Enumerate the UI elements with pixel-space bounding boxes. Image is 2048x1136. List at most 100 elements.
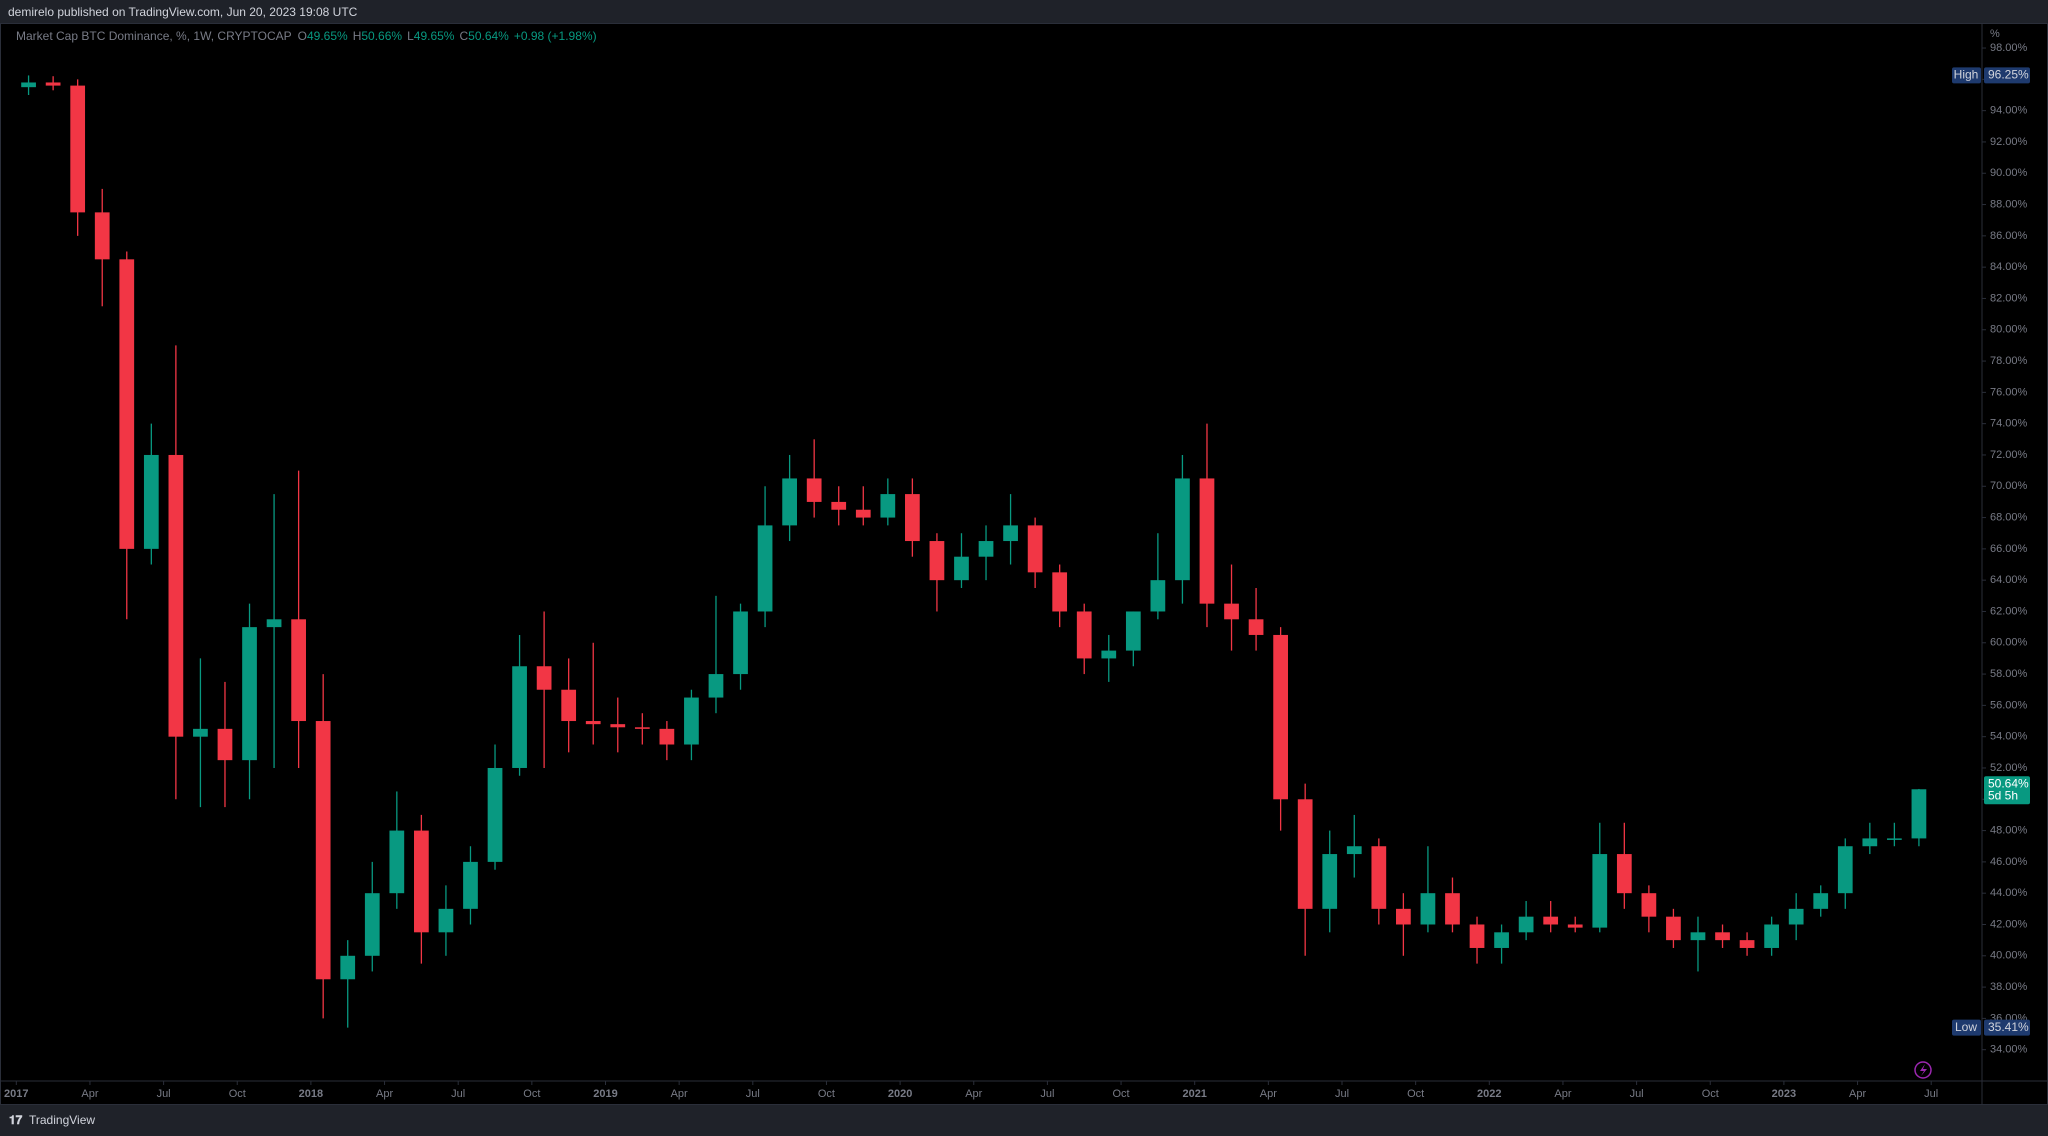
alert-bolt (1920, 1064, 1927, 1076)
candle-body (536, 666, 552, 690)
candle-body (1911, 789, 1927, 839)
low_marker-value: 35.41% (1988, 1020, 2029, 1034)
candle-body (340, 955, 356, 980)
candle-body (880, 494, 896, 518)
y-tick-label: 86.00% (1990, 230, 2028, 242)
last-price: 50.64% (1988, 776, 2029, 790)
y-tick-label: 44.00% (1990, 887, 2028, 899)
y-tick-label: 54.00% (1990, 731, 2028, 743)
x-tick-label: 2019 (593, 1088, 617, 1100)
x-tick-label: Jul (157, 1088, 171, 1100)
high_marker-value-bg (1984, 67, 2030, 84)
footer-bar (0, 1105, 2048, 1136)
y-unit: % (1990, 28, 2000, 40)
x-tick-label: Apr (81, 1088, 98, 1100)
candle-body (561, 689, 577, 722)
candle-body (1224, 603, 1239, 620)
last-price-bg (1984, 776, 2030, 805)
candle-body (1813, 893, 1829, 909)
candle-body (512, 666, 527, 768)
x-tick-label: Oct (1702, 1088, 1719, 1100)
candle-body (1445, 893, 1460, 925)
candle-body (389, 830, 405, 894)
candle-body (291, 619, 306, 722)
candle-body (684, 697, 699, 745)
x-tick-label: Apr (965, 1088, 982, 1100)
candle-body (1837, 846, 1853, 894)
legend-value: 49.65% (414, 29, 455, 43)
candle-body (806, 478, 822, 502)
candle-body (414, 830, 429, 933)
y-tick-label: 56.00% (1990, 699, 2028, 711)
x-tick-label: Jul (1630, 1088, 1644, 1100)
y-tick-label: 74.00% (1990, 418, 2028, 430)
candle-body (193, 728, 208, 737)
y-tick-label: 62.00% (1990, 605, 2028, 617)
candle-body (1518, 916, 1534, 933)
legend-key: L (407, 29, 414, 43)
candle-body (1543, 916, 1559, 925)
candle-body (315, 721, 331, 980)
candle-body (634, 727, 650, 729)
y-tick-label: 84.00% (1990, 261, 2028, 273)
candle-body (364, 893, 380, 956)
x-tick-label: Apr (376, 1088, 393, 1100)
plot-bg (0, 23, 2048, 1105)
candle-body (1003, 525, 1018, 542)
candle-body (1887, 838, 1902, 840)
candle-body (659, 728, 675, 745)
candle-body (1150, 580, 1166, 612)
x-tick-label: Jul (1335, 1088, 1349, 1100)
header-bar (0, 0, 2048, 23)
low_marker-value-bg (1984, 1019, 2030, 1036)
candle-body (1052, 572, 1068, 612)
candle-body (733, 611, 748, 675)
legend-key: H (353, 29, 362, 43)
y-tick-label: 70.00% (1990, 480, 2028, 492)
y-tick-label: 76.00% (1990, 386, 2028, 398)
x-tick-label: Apr (1849, 1088, 1866, 1100)
y-tick-label: 42.00% (1990, 918, 2028, 930)
candle-body (143, 454, 159, 549)
candle-body (1862, 838, 1878, 847)
y-tick-label: 60.00% (1990, 637, 2028, 649)
candle-body (1494, 932, 1509, 948)
candle-body (1076, 611, 1092, 659)
candle-body (242, 627, 257, 761)
high_marker-label-bg (1952, 67, 1981, 84)
legend-key: C (459, 29, 468, 43)
high_marker-label: High (1954, 68, 1979, 82)
candle-body (1297, 799, 1313, 909)
y-tick-label: 94.00% (1990, 105, 2028, 117)
candle-body (855, 509, 871, 518)
candle-body (45, 82, 61, 86)
alert-icon[interactable] (1914, 1061, 1932, 1079)
y-tick-label: 48.00% (1990, 824, 2028, 836)
series-title: Market Cap BTC Dominance, %, 1W, CRYPTOC… (16, 29, 292, 43)
candle-body (1616, 854, 1632, 894)
candle-body (905, 494, 920, 542)
candle-body (119, 259, 135, 549)
y-tick-label: 64.00% (1990, 574, 2028, 586)
candle-body (1567, 924, 1583, 928)
candle-body (1199, 478, 1215, 604)
candle-body (1371, 846, 1387, 909)
candle-body (1715, 932, 1730, 941)
candle-body (831, 501, 847, 510)
candle-body (1248, 619, 1264, 635)
candle-body (978, 541, 994, 557)
x-tick-label: 2022 (1477, 1088, 1501, 1100)
candle-body (463, 861, 478, 909)
candle-body (1125, 611, 1141, 651)
candle-body (1739, 940, 1755, 948)
x-tick-label: Jul (451, 1088, 465, 1100)
legend: Market Cap BTC Dominance, %, 1W, CRYPTOC… (16, 29, 597, 43)
y-tick-label: 72.00% (1990, 449, 2028, 461)
candle-body (929, 541, 945, 581)
x-tick-label: 2017 (4, 1088, 28, 1100)
x-tick-label: 2018 (299, 1088, 323, 1100)
y-tick-label: 78.00% (1990, 355, 2028, 367)
x-tick-label: 2020 (888, 1088, 912, 1100)
candle-body (1322, 854, 1338, 909)
